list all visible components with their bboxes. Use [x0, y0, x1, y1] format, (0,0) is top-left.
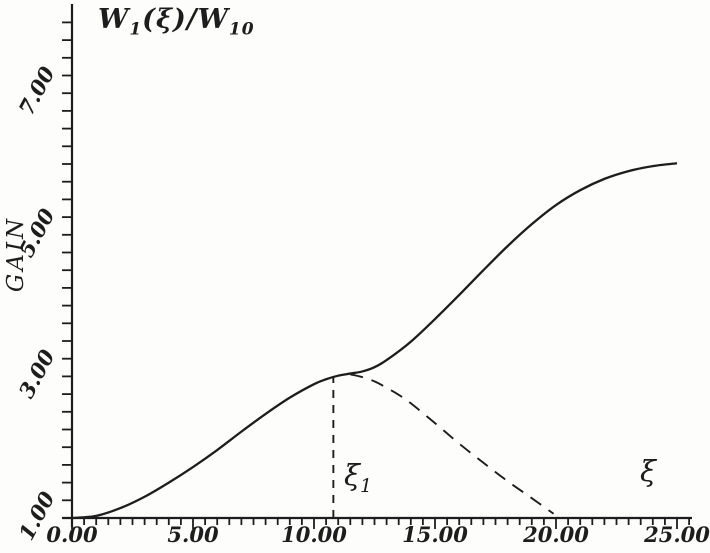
x-tick-label: 25.00 [644, 522, 710, 547]
title-w1: W [98, 4, 130, 35]
chart-title: W1(ξ)/W10 [98, 4, 255, 39]
title-mid: (ξ)/W [142, 4, 229, 35]
x-tick-label: 5.00 [167, 522, 219, 547]
xi1-subscript: 1 [359, 474, 373, 497]
title-sub10: 10 [228, 19, 255, 40]
title-sub1: 1 [129, 19, 143, 40]
x-tick-label: 15.00 [402, 522, 468, 547]
x-axis-symbol: ξ [640, 454, 656, 488]
gain-curve-solid [71, 162, 678, 520]
x-tick-label: 0.00 [46, 522, 98, 547]
declining-branch-dashed [350, 373, 555, 515]
x-tick-label: 10.00 [281, 522, 347, 547]
x-tick-label: 20.00 [523, 522, 589, 547]
xi1-annotation: ξ1 [344, 458, 372, 497]
xi1-symbol: ξ [344, 458, 360, 492]
